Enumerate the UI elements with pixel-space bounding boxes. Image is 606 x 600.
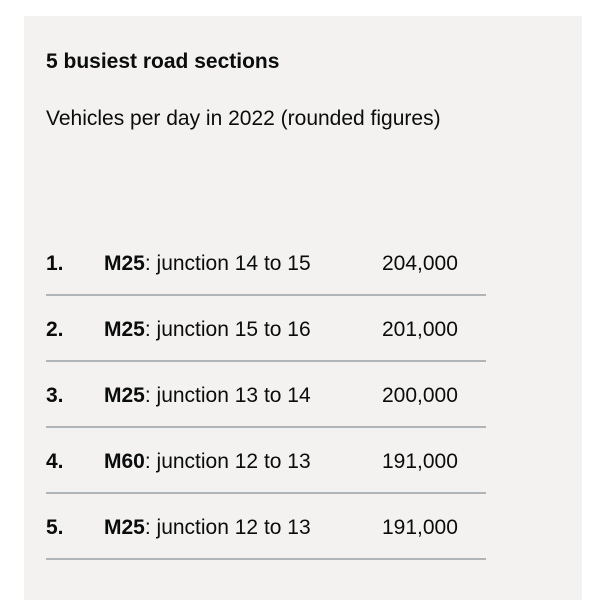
road-name: M60	[104, 450, 145, 473]
vehicle-count: 191,000	[382, 516, 458, 539]
list-item: 1. M25: junction 14 to 15 204,000	[46, 232, 486, 296]
rank-number: 1.	[46, 252, 64, 275]
vehicle-count: 204,000	[382, 252, 458, 275]
vehicle-count: 201,000	[382, 318, 458, 341]
rank-number: 4.	[46, 450, 64, 473]
road-name: M25	[104, 516, 145, 539]
ranking-list: 1. M25: junction 14 to 15 204,000 2. M25…	[46, 232, 486, 560]
junction-label: : junction 13 to 14	[144, 384, 311, 407]
panel-subtitle: Vehicles per day in 2022 (rounded figure…	[46, 107, 441, 130]
road-name: M25	[104, 384, 145, 407]
rank-number: 3.	[46, 384, 64, 407]
junction-label: : junction 15 to 16	[144, 318, 311, 341]
junction-label: : junction 12 to 13	[144, 516, 311, 539]
list-item: 4. M60: junction 12 to 13 191,000	[46, 430, 486, 494]
road-name: M25	[104, 252, 145, 275]
list-item: 5. M25: junction 12 to 13 191,000	[46, 496, 486, 560]
road-section: M25: junction 14 to 15	[104, 250, 311, 278]
vehicle-count: 200,000	[382, 384, 458, 407]
rank-number: 2.	[46, 318, 64, 341]
panel-title: 5 busiest road sections	[46, 50, 280, 73]
list-item: 3. M25: junction 13 to 14 200,000	[46, 364, 486, 428]
rank-number: 5.	[46, 516, 64, 539]
stats-panel	[24, 16, 582, 600]
road-name: M25	[104, 318, 145, 341]
road-section: M25: junction 15 to 16	[104, 316, 311, 344]
junction-label: : junction 12 to 13	[144, 450, 311, 473]
road-section: M25: junction 12 to 13	[104, 514, 311, 542]
road-section: M25: junction 13 to 14	[104, 382, 311, 410]
vehicle-count: 191,000	[382, 450, 458, 473]
road-section: M60: junction 12 to 13	[104, 448, 311, 476]
list-item: 2. M25: junction 15 to 16 201,000	[46, 298, 486, 362]
junction-label: : junction 14 to 15	[144, 252, 311, 275]
